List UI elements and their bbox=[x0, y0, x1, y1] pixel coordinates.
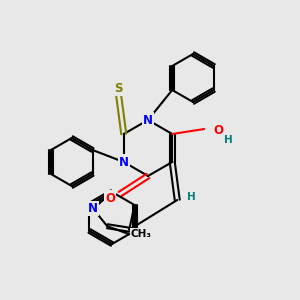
Text: O: O bbox=[105, 191, 115, 205]
Text: S: S bbox=[115, 82, 123, 94]
Text: H: H bbox=[224, 135, 233, 145]
Text: N: N bbox=[119, 155, 129, 169]
Text: CH₃: CH₃ bbox=[131, 229, 152, 239]
Text: N: N bbox=[88, 202, 98, 215]
Text: N: N bbox=[143, 113, 153, 127]
Text: H: H bbox=[187, 192, 196, 202]
Text: O: O bbox=[213, 124, 223, 137]
